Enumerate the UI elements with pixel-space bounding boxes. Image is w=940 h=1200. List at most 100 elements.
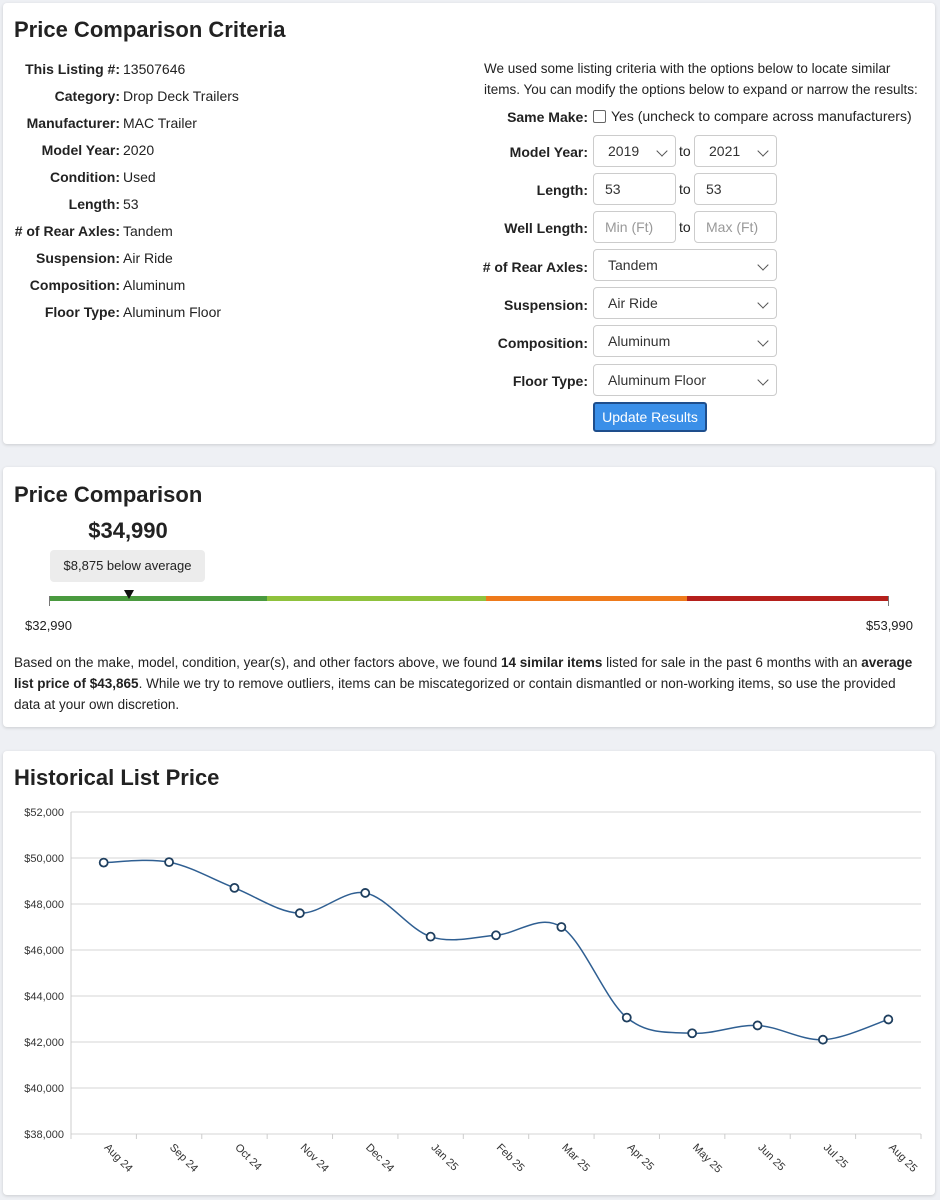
well-length-min-input[interactable]: Min (Ft) [593, 211, 676, 243]
data-point [621, 1012, 632, 1023]
x-tick-label: Jan 25 [428, 1142, 460, 1174]
chevron-down-icon [757, 259, 769, 271]
scale-segment [49, 596, 268, 601]
similar-items-count: 14 similar items [501, 655, 603, 670]
data-point [229, 882, 240, 893]
spec-value: Drop Deck Trailers [123, 88, 239, 104]
well-length-max-input[interactable]: Max (Ft) [694, 211, 777, 243]
chevron-down-icon [757, 145, 769, 157]
x-tick-label: May 25 [690, 1142, 724, 1176]
well-length-max-placeholder: Max (Ft) [706, 219, 759, 235]
floor-type-label: Floor Type: [512, 373, 588, 389]
chevron-down-icon [757, 297, 769, 309]
summary-text: Based on the make, model, condition, yea… [14, 655, 502, 670]
x-tick-label: Sep 24 [167, 1142, 200, 1175]
spec-value: Used [123, 169, 156, 185]
scale-segment [267, 596, 486, 601]
listing-price: $34,990 [88, 518, 168, 543]
spec-label: This Listing #: [25, 61, 120, 77]
x-tick-label: Mar 25 [559, 1142, 592, 1175]
update-results-button[interactable]: Update Results [593, 402, 707, 432]
summary-text: . While we try to remove outliers, items… [14, 676, 896, 712]
model-year-to-value: 2021 [709, 143, 741, 159]
well-length-min-placeholder: Min (Ft) [605, 219, 654, 235]
spec-label: Length: [68, 196, 120, 212]
floor-type-select[interactable]: Aluminum Floor [593, 364, 777, 396]
price-scale [49, 590, 889, 606]
chevron-down-icon [757, 374, 769, 386]
well-length-label: Well Length: [504, 220, 588, 236]
summary-text: listed for sale in the past 6 months wit… [602, 655, 862, 670]
to-label: to [679, 219, 691, 235]
y-tick-label: $52,000 [24, 807, 64, 819]
y-tick-label: $42,000 [24, 1037, 64, 1049]
spec-label: Suspension: [35, 250, 120, 266]
data-point [883, 1014, 894, 1025]
data-point [164, 857, 174, 868]
model-year-to-select[interactable]: 2021 [694, 135, 777, 167]
floor-type-value: Aluminum Floor [608, 372, 707, 388]
length-to-value: 53 [706, 181, 722, 197]
same-make-text: Yes (uncheck to compare across manufactu… [611, 108, 912, 124]
y-tick-label: $46,000 [24, 945, 64, 957]
x-tick-label: Nov 24 [298, 1142, 331, 1175]
price-scale-min: $32,990 [25, 618, 72, 633]
suspension-value: Air Ride [608, 295, 658, 311]
data-point [294, 908, 305, 919]
y-tick-label: $48,000 [24, 899, 64, 911]
price-scale-max: $53,990 [866, 618, 913, 633]
length-from-input[interactable]: 53 [593, 173, 676, 205]
comparison-summary: Based on the make, model, condition, yea… [14, 652, 924, 715]
chevron-down-icon [656, 145, 668, 157]
spec-label: Composition: [29, 277, 120, 293]
spec-value: 13507646 [123, 61, 186, 77]
x-tick-label: Jun 25 [755, 1142, 787, 1174]
data-point [752, 1020, 763, 1031]
same-make-checkbox[interactable] [593, 110, 606, 123]
scale-segment [687, 596, 889, 601]
spec-value: 2020 [123, 142, 155, 158]
spec-label: Floor Type: [44, 304, 120, 320]
spec-label: Model Year: [41, 142, 120, 158]
spec-value: 53 [123, 196, 139, 212]
chevron-down-icon [757, 335, 769, 347]
suspension-label: Suspension: [503, 297, 588, 313]
suspension-select[interactable]: Air Ride [593, 287, 777, 319]
data-point [818, 1034, 828, 1045]
criteria-title: Price Comparison Criteria [14, 17, 286, 42]
model-year-label: Model Year: [509, 144, 588, 160]
price-comparison-card: Price Comparison $34,990 $8,875 below av… [3, 467, 935, 727]
scale-tick [888, 596, 889, 606]
spec-label: Manufacturer: [26, 115, 120, 131]
y-tick-label: $50,000 [24, 853, 64, 865]
x-tick-label: Oct 24 [232, 1142, 263, 1173]
data-point [687, 1028, 698, 1039]
length-from-value: 53 [605, 181, 621, 197]
composition-value: Aluminum [608, 333, 671, 349]
x-tick-label: Feb 25 [494, 1142, 527, 1175]
history-title: Historical List Price [14, 765, 220, 790]
price-marker-icon [123, 590, 134, 599]
history-chart: $52,000 $50,000 $48,000 $46,000 $44,000 $42,0… [24, 807, 922, 1176]
same-make-label: Same Make: [507, 109, 588, 125]
to-label: to [679, 143, 691, 159]
average-list-price: average list price of $43,865 [14, 655, 913, 691]
axles-value: Tandem [608, 257, 658, 273]
spec-value: MAC Trailer [123, 115, 197, 131]
model-year-from-select[interactable]: 2019 [593, 135, 676, 167]
data-point [556, 922, 567, 932]
criteria-intro: We used some listing criteria with the o… [484, 61, 918, 97]
x-tick-label: Dec 24 [363, 1142, 396, 1175]
y-tick-label: $40,000 [24, 1083, 64, 1095]
composition-select[interactable]: Aluminum [593, 325, 777, 357]
data-point [425, 931, 436, 942]
data-point [360, 888, 371, 898]
length-to-input[interactable]: 53 [694, 173, 777, 205]
scale-segment [485, 596, 688, 601]
below-average-badge: $8,875 below average [50, 550, 205, 582]
spec-value: Aluminum Floor [123, 304, 222, 320]
x-tick-label: Apr 25 [625, 1142, 656, 1173]
criteria-card: Price Comparison Criteria This Listing #… [3, 3, 935, 444]
axles-select[interactable]: Tandem [593, 249, 777, 281]
y-tick-label: $38,000 [24, 1129, 64, 1141]
